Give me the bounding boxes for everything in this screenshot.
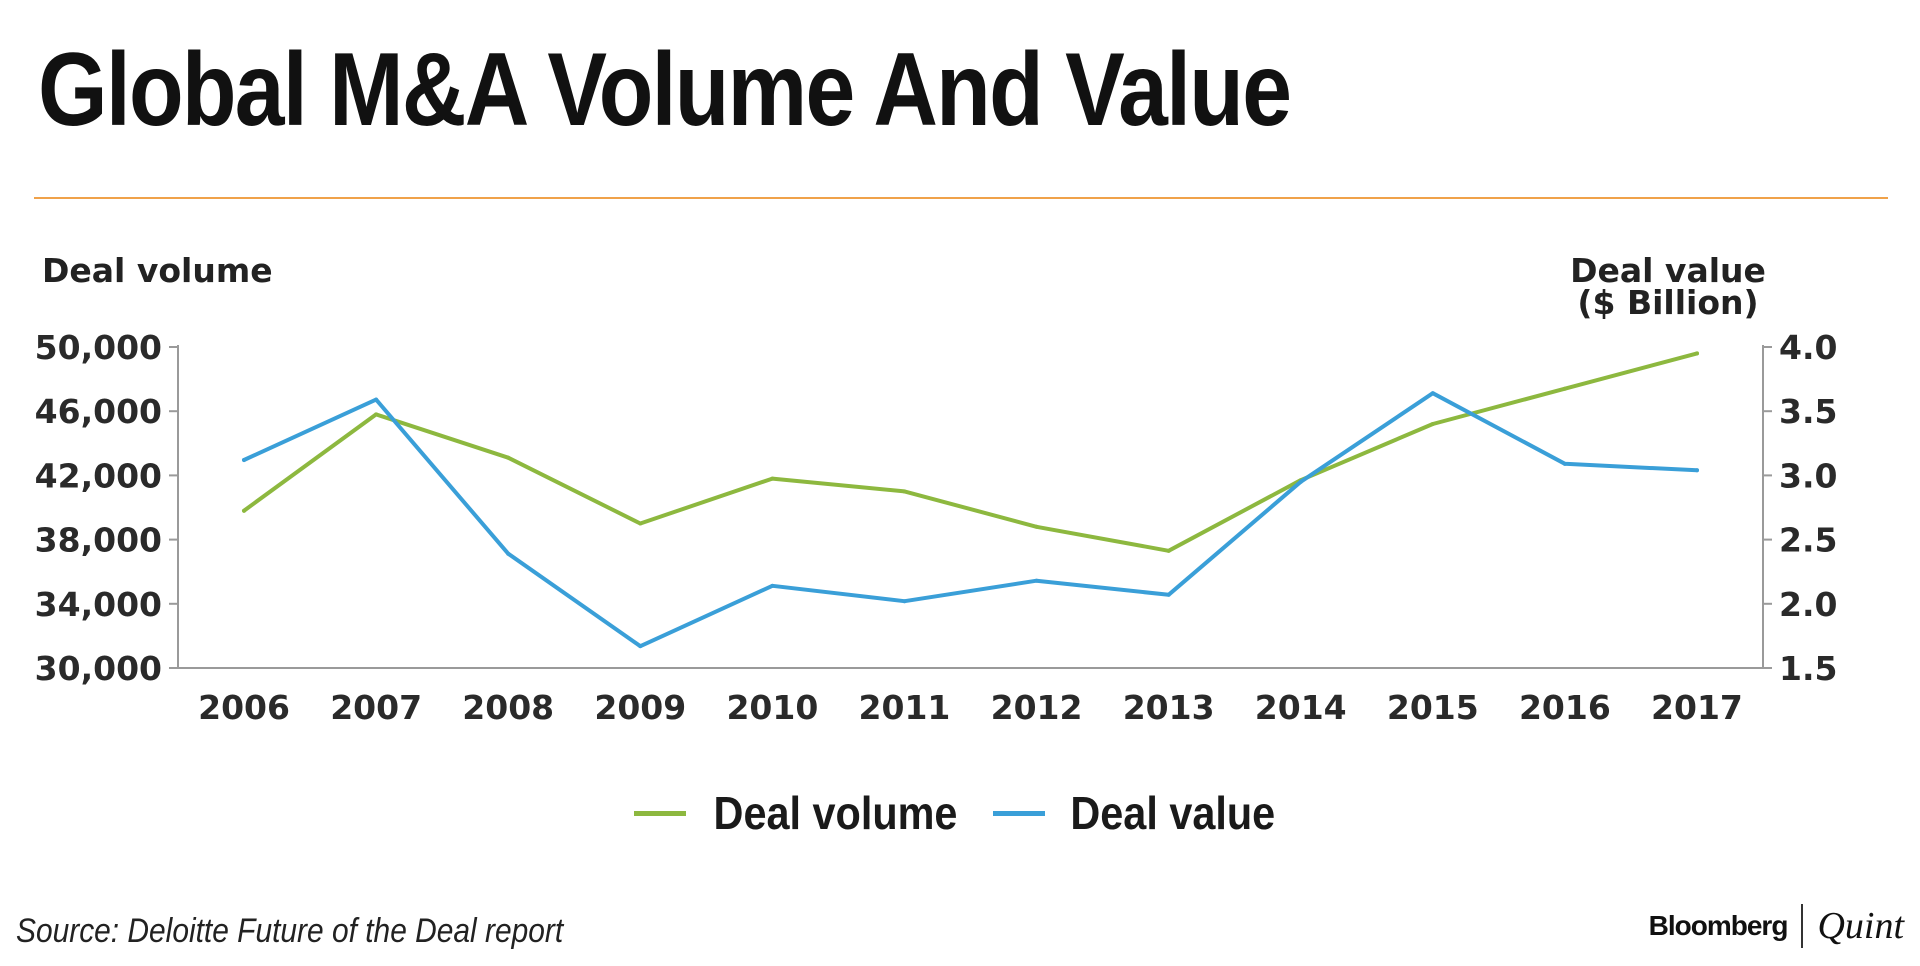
x-tick-label: 2007 xyxy=(330,688,422,727)
right-axis-title: Deal value xyxy=(1570,251,1766,290)
x-tick-label: 2009 xyxy=(594,688,686,727)
data-point-deal-value xyxy=(638,644,643,649)
data-point-deal-value xyxy=(1430,391,1435,396)
data-point-deal-value xyxy=(1034,578,1039,583)
plot-area: Deal volume Deal value($ Billion) 50,000 46… xyxy=(35,251,1838,727)
legend-item-deal-volume: Deal volume xyxy=(633,786,971,840)
x-tick-label: 2012 xyxy=(991,688,1083,727)
data-point-deal-value xyxy=(1298,479,1303,484)
data-point-deal-volume xyxy=(770,476,775,481)
x-tick-label: 2014 xyxy=(1255,688,1347,727)
source-note: Source: Deloitte Future of the Deal repo… xyxy=(16,912,564,950)
brand-logo: Bloomberg Quint xyxy=(1649,904,1904,948)
legend-swatch-deal-value xyxy=(992,810,1045,816)
data-point-deal-volume xyxy=(902,489,907,494)
legend-label-deal-volume: Deal volume xyxy=(713,787,958,839)
x-tick-label: 2013 xyxy=(1123,688,1215,727)
x-tick-label: 2016 xyxy=(1519,688,1611,727)
right-tick-label: 2.5 xyxy=(1779,521,1837,560)
legend: Deal volume Deal value xyxy=(0,786,1920,840)
left-tick-label: 38,000 xyxy=(35,521,162,560)
data-point-deal-value xyxy=(374,397,379,402)
data-point-deal-volume xyxy=(1166,548,1171,553)
right-tick-label: 2.0 xyxy=(1779,585,1837,624)
left-tick-label: 50,000 xyxy=(35,328,162,367)
legend-item-deal-value: Deal value xyxy=(992,786,1287,840)
left-tick-label: 46,000 xyxy=(35,392,162,431)
data-point-deal-value xyxy=(902,599,907,604)
x-tick-label: 2015 xyxy=(1387,688,1479,727)
line-chart: Deal volume Deal value($ Billion) 50,000 46… xyxy=(35,251,1838,727)
series-line-deal-volume xyxy=(242,351,1699,553)
x-tick-label: 2010 xyxy=(726,688,818,727)
series-line-deal-value xyxy=(242,391,1699,649)
title-divider xyxy=(34,197,1888,199)
left-tick-label: 42,000 xyxy=(35,456,162,495)
data-point-deal-volume xyxy=(1034,524,1039,529)
x-tick-label: 2006 xyxy=(198,688,290,727)
data-point-deal-volume xyxy=(242,508,247,513)
legend-swatch-deal-volume xyxy=(633,810,686,816)
brand-name-bloomberg: Bloomberg xyxy=(1648,910,1789,941)
left-axis-title: Deal volume xyxy=(42,251,273,290)
right-axis-unit: ($ Billion) xyxy=(1577,283,1758,322)
data-point-deal-volume xyxy=(638,521,643,526)
right-tick-label: 4.0 xyxy=(1779,328,1837,367)
data-point-deal-value xyxy=(770,583,775,588)
x-tick-label: 2011 xyxy=(859,688,951,727)
left-tick-label: 30,000 xyxy=(35,649,162,688)
right-tick-label: 3.0 xyxy=(1779,456,1837,495)
x-tick-label: 2017 xyxy=(1651,688,1743,727)
data-point-deal-value xyxy=(1166,592,1171,597)
right-tick-label: 1.5 xyxy=(1779,649,1837,688)
x-tick-label: 2008 xyxy=(462,688,554,727)
data-point-deal-value xyxy=(506,551,511,556)
data-point-deal-volume xyxy=(374,412,379,417)
data-point-deal-value xyxy=(1562,461,1567,466)
left-tick-label: 34,000 xyxy=(35,585,162,624)
data-point-deal-volume xyxy=(1694,351,1699,356)
brand-divider xyxy=(1801,904,1804,948)
legend-label-deal-value: Deal value xyxy=(1070,787,1275,839)
data-point-deal-value xyxy=(242,457,247,462)
right-tick-label: 3.5 xyxy=(1779,392,1837,431)
data-point-deal-volume xyxy=(506,455,511,460)
data-point-deal-volume xyxy=(1430,422,1435,427)
data-point-deal-value xyxy=(1694,468,1699,473)
brand-name-quint: Quint xyxy=(1817,905,1904,947)
data-point-deal-volume xyxy=(1562,386,1567,391)
chart-title: Global M&A Volume And Value xyxy=(38,32,1292,148)
